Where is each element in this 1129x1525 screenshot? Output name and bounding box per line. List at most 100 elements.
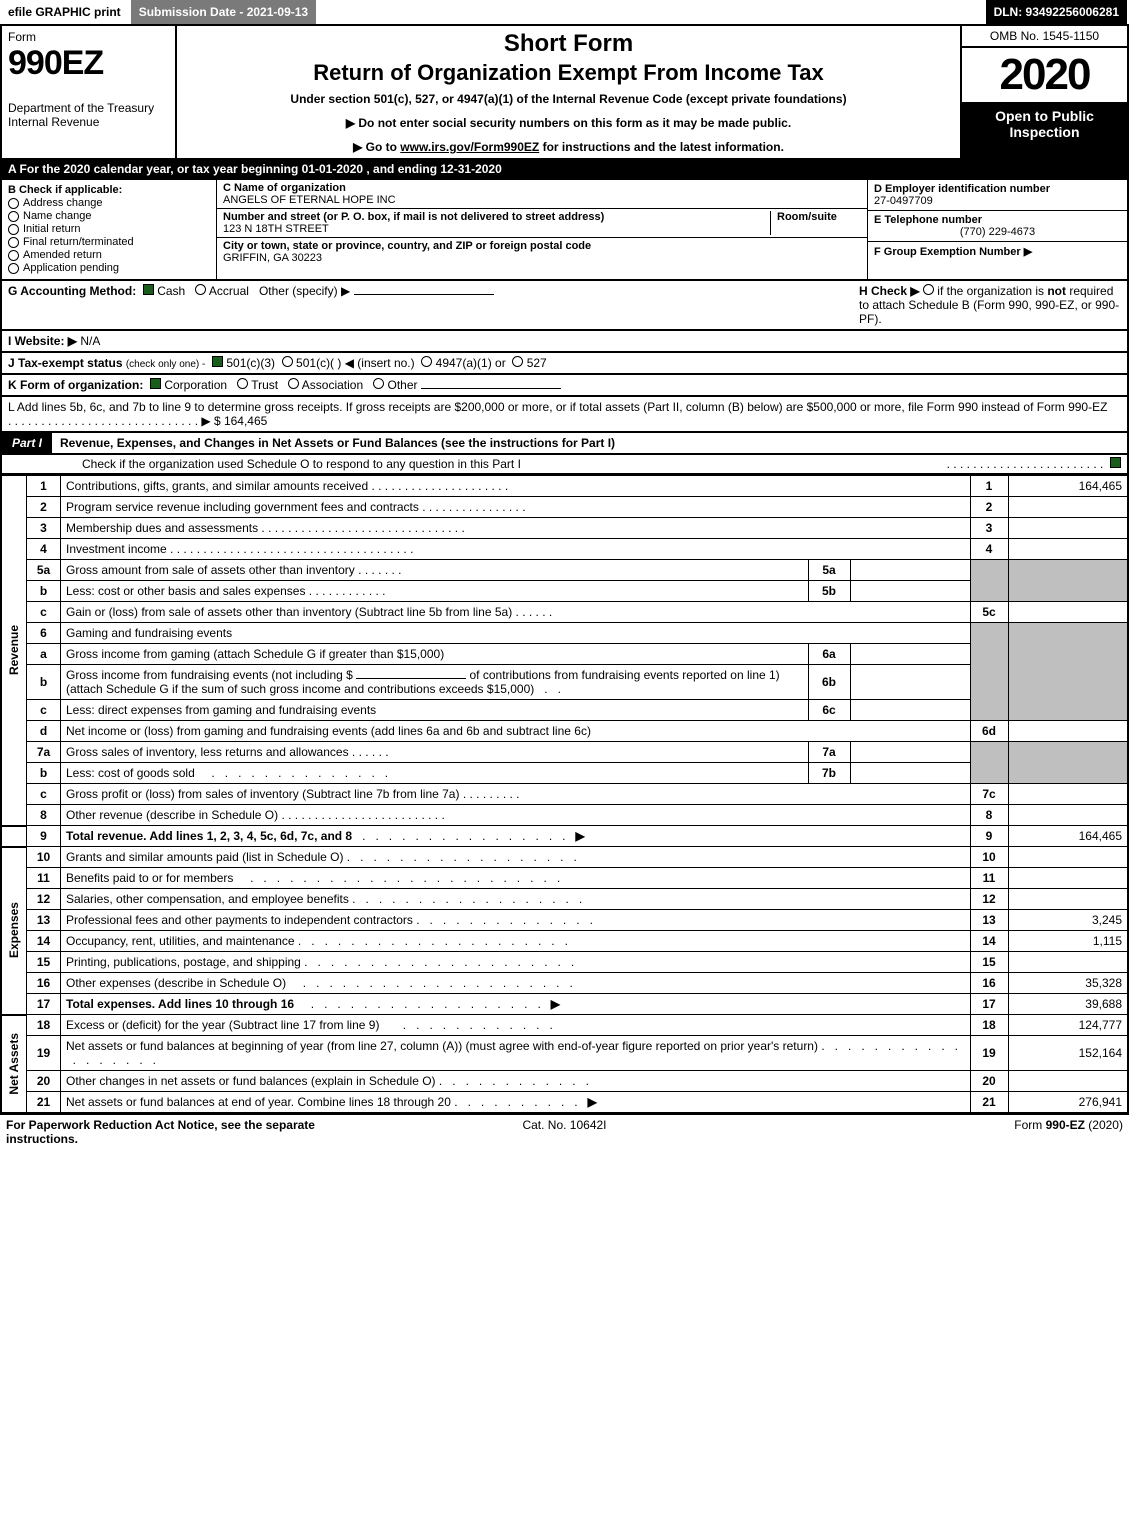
l3-dots: . . . . . . . . . . . . . . . . . . . . … [258,521,465,535]
chk-4947[interactable] [421,356,432,367]
part-i-title: Revenue, Expenses, and Changes in Net As… [52,433,1127,453]
l17-box: 17 [970,994,1008,1015]
chk-cash[interactable] [143,284,154,295]
chk-other-org[interactable] [373,378,384,389]
info-box: B Check if applicable: Address change Na… [0,180,1129,281]
l2-num: 2 [27,497,61,518]
other-org-input[interactable] [421,388,561,389]
topbar-spacer [318,0,985,24]
l12-val [1008,889,1128,910]
l6d-val [1008,721,1128,742]
l6a-ival[interactable] [850,644,970,665]
chk-trust[interactable] [237,378,248,389]
side-label-net-assets: Net Assets [7,1033,21,1095]
l5c-dots: . . . . . . [512,605,552,619]
chk-association[interactable] [288,378,299,389]
efile-print-label[interactable]: efile GRAPHIC print [0,0,131,24]
l6c-desc: Less: direct expenses from gaming and fu… [61,700,809,721]
l6-num: 6 [27,623,61,644]
lbl-accrual: Accrual [209,284,249,298]
chk-initial-return[interactable] [8,224,19,235]
l5a-ival[interactable] [850,560,970,581]
other-specify-input[interactable] [354,294,494,295]
ein-value: 27-0497709 [874,195,933,207]
submission-date: Submission Date - 2021-09-13 [131,0,318,24]
l17-desc: Total expenses. Add lines 10 through 16 [66,997,294,1011]
l20-desc: Other changes in net assets or fund bala… [66,1074,436,1088]
lbl-address-change: Address change [23,197,103,209]
l6a-num: a [27,644,61,665]
l1-dots: . . . . . . . . . . . . . . . . . . . . … [368,479,508,493]
irs-link[interactable]: www.irs.gov/Form990EZ [400,140,539,154]
l5c-box: 5c [970,602,1008,623]
chk-application-pending[interactable] [8,263,19,274]
l5b-ival[interactable] [850,581,970,602]
chk-accrual[interactable] [195,284,206,295]
chk-corporation[interactable] [150,378,161,389]
l7c-desc: Gross profit or (loss) from sales of inv… [66,787,459,801]
l7a-ival[interactable] [850,742,970,763]
j-sub: (check only one) - [126,359,205,370]
chk-501c[interactable] [282,356,293,367]
lbl-h: H Check ▶ [859,284,920,298]
footer-right-pre: Form [1014,1118,1045,1132]
row-i-website: I Website: ▶ N/A [0,331,1129,353]
l16-desc: Other expenses (describe in Schedule O) [66,976,286,990]
l11-desc: Benefits paid to or for members [66,871,233,885]
l6d-box: 6d [970,721,1008,742]
l16-dots: . . . . . . . . . . . . . . . . . . . . … [286,976,573,990]
lbl-i-website: I Website: ▶ [8,334,77,348]
l-amount: ▶ $ 164,465 [201,414,267,428]
l1-num: 1 [27,476,61,497]
website-value: N/A [80,334,100,348]
part-i-subcheck: Check if the organization used Schedule … [0,455,1129,475]
l6b-dots: . . [538,682,561,696]
l13-num: 13 [27,910,61,931]
lbl-4947: 4947(a)(1) or [436,356,506,370]
dln-label: DLN: 93492256006281 [986,0,1129,24]
l6c-ival[interactable] [850,700,970,721]
l8-num: 8 [27,805,61,826]
l21-val: 276,941 [1008,1092,1128,1114]
l18-desc: Excess or (deficit) for the year (Subtra… [66,1018,379,1032]
l11-val [1008,868,1128,889]
row-a-tax-year: A For the 2020 calendar year, or tax yea… [0,160,1129,180]
l-dots: . . . . . . . . . . . . . . . . . . . . … [8,414,201,428]
chk-name-change[interactable] [8,211,19,222]
chk-amended-return[interactable] [8,250,19,261]
l6b-ival[interactable] [850,665,970,700]
l17-num: 17 [27,994,61,1015]
l5b-ib: 5b [808,581,850,602]
header-middle: Short Form Return of Organization Exempt… [177,26,962,158]
lbl-room-suite: Room/suite [777,211,837,223]
side-label-expenses: Expenses [7,902,21,958]
chk-address-change[interactable] [8,198,19,209]
l19-val: 152,164 [1008,1036,1128,1071]
title-short-form: Short Form [183,30,954,58]
footer-left: For Paperwork Reduction Act Notice, see … [6,1118,315,1146]
l5b-desc: Less: cost or other basis and sales expe… [66,584,305,598]
lbl-initial-return: Initial return [23,223,80,235]
l7a-desc: Gross sales of inventory, less returns a… [66,745,349,759]
chk-501c3[interactable] [212,356,223,367]
chk-final-return[interactable] [8,237,19,248]
l7b-ival[interactable] [850,763,970,784]
l3-val [1008,518,1128,539]
l12-box: 12 [970,889,1008,910]
l6b-ib: 6b [808,665,850,700]
l5a-desc: Gross amount from sale of assets other t… [66,563,355,577]
l1-desc: Contributions, gifts, grants, and simila… [66,479,368,493]
subtitle: Under section 501(c), 527, or 4947(a)(1)… [183,92,954,106]
l6b-blank[interactable] [356,678,466,679]
l6d-desc: Net income or (loss) from gaming and fun… [61,721,971,742]
chk-schedule-o[interactable] [1110,457,1121,468]
chk-h[interactable] [923,284,934,295]
l6c-num: c [27,700,61,721]
lbl-g-accounting: G Accounting Method: [8,284,136,298]
org-name: ANGELS OF ETERNAL HOPE INC [223,194,396,206]
org-city: GRIFFIN, GA 30223 [223,252,322,264]
box-def: D Employer identification number 27-0497… [867,180,1127,279]
l3-num: 3 [27,518,61,539]
chk-527[interactable] [512,356,523,367]
lbl-application-pending: Application pending [23,262,119,274]
